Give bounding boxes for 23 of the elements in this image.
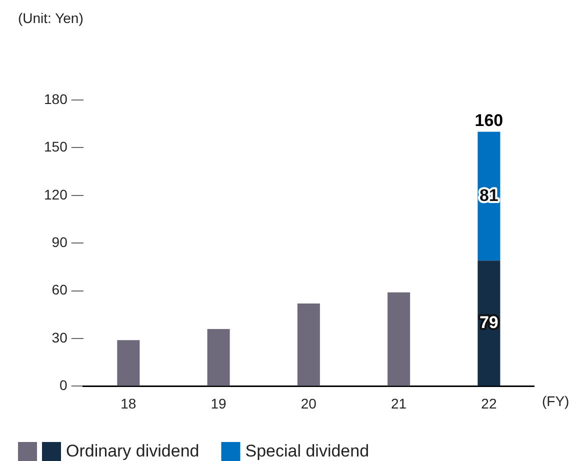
legend-label: Ordinary dividend bbox=[66, 442, 200, 461]
y-tick-label: 30 bbox=[52, 329, 68, 346]
data-label: 79 bbox=[479, 312, 498, 332]
x-tick-label: 18 bbox=[120, 395, 136, 412]
y-tick-label: 60 bbox=[52, 282, 68, 298]
x-axis-title: (FY) bbox=[542, 393, 570, 410]
data-label: 81 bbox=[479, 186, 498, 205]
bar bbox=[297, 304, 320, 386]
bar bbox=[207, 328, 230, 386]
y-tick-label: 120 bbox=[44, 186, 68, 202]
x-tick-label: 22 bbox=[481, 395, 497, 412]
y-tick-label: 150 bbox=[44, 138, 68, 155]
y-tick-label: 0 bbox=[60, 377, 68, 394]
bar bbox=[388, 292, 410, 386]
bar bbox=[117, 340, 140, 386]
total-label: 160 bbox=[474, 110, 504, 130]
text: (Unit: Yen) bbox=[18, 10, 84, 26]
x-tick-label: 21 bbox=[391, 395, 407, 412]
y-tick-label: 90 bbox=[52, 234, 68, 250]
x-tick-label: 20 bbox=[300, 395, 317, 412]
legend-label: Special dividend bbox=[245, 442, 370, 461]
x-tick-label: 19 bbox=[210, 395, 227, 412]
y-tick-label: 180 bbox=[44, 90, 68, 107]
